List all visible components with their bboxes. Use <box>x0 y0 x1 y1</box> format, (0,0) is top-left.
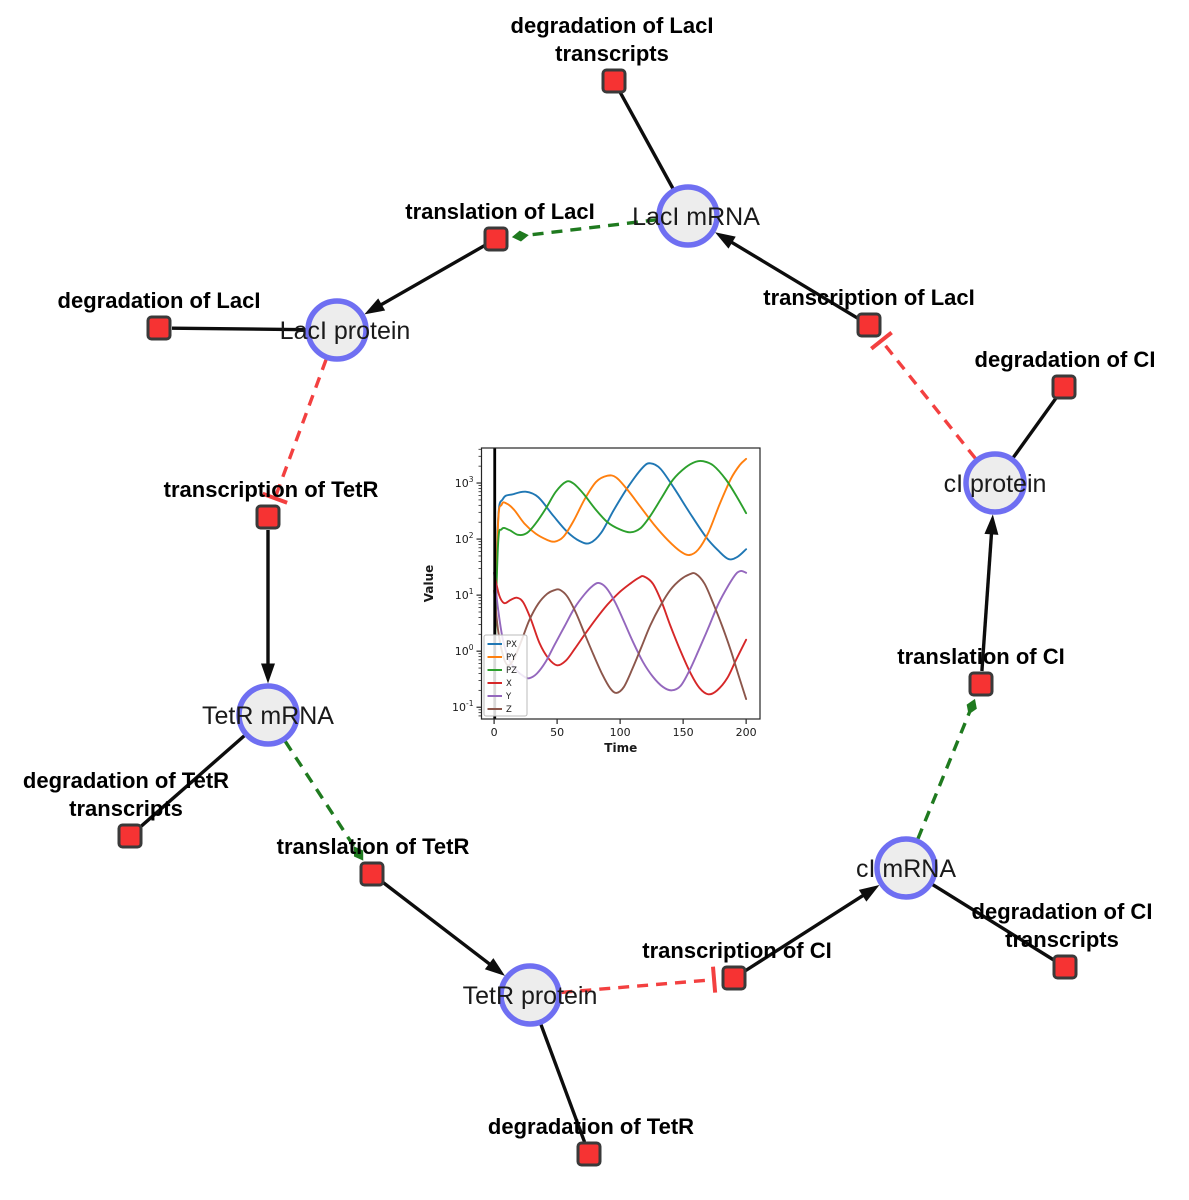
legend-label: PX <box>506 640 517 650</box>
legend-label: Z <box>506 705 512 715</box>
edge-layer <box>138 91 1058 1143</box>
series-path-PY <box>493 457 748 682</box>
reaction-node-transcription_laci[interactable] <box>856 312 882 338</box>
reaction-node-deg_tetr_tx[interactable] <box>117 823 143 849</box>
edge-ci_mrna-translation_ci[interactable] <box>916 698 977 840</box>
series-path-Z <box>493 572 748 700</box>
reaction-node-deg_ci_tx[interactable] <box>1052 954 1078 980</box>
edge-tetr_mrna-deg_tetr_tx[interactable] <box>138 734 246 829</box>
reaction-label-deg_ci-line0: degradation of CI <box>975 347 1156 372</box>
reaction-label-transcription_laci-line0: transcription of LacI <box>763 285 974 310</box>
legend-label: X <box>506 679 512 689</box>
node-layer <box>117 68 1078 1167</box>
reaction-label-deg_laci-line0: degradation of LacI <box>58 288 261 313</box>
series-path-PX <box>493 462 748 682</box>
edge-translation_ci-ci_protein[interactable] <box>980 514 999 672</box>
edge-ci_protein-transcription_laci[interactable] <box>870 330 977 460</box>
species-node-ci_mrna[interactable] <box>874 836 938 900</box>
reaction-label-deg_tetr-line0: degradation of TetR <box>488 1114 694 1139</box>
x-tick-label: 100 <box>610 726 631 739</box>
species-node-tetr_protein[interactable] <box>498 963 562 1027</box>
edge-transcription_tetr-tetr_mrna[interactable] <box>261 530 275 684</box>
reaction-label-deg_ci_tx-line0: degradation of CI <box>972 899 1153 924</box>
edge-transcription_laci-laci_mrna[interactable] <box>714 232 859 320</box>
legend-entry-PX: PX <box>487 640 517 650</box>
legend-entry-Z: Z <box>487 705 512 715</box>
y-tick-label: 101 <box>455 587 474 602</box>
edge-transcription_ci-ci_mrna[interactable] <box>744 884 880 973</box>
chart-ylabel: Value <box>422 565 436 603</box>
plot-area <box>481 448 760 719</box>
reaction-label-deg_laci_tx-line0: degradation of LacI <box>511 13 714 38</box>
species-label-ci_mrna: cI mRNA <box>856 855 956 883</box>
reaction-label-translation_ci-line0: translation of CI <box>897 644 1064 669</box>
x-tick-label: 0 <box>491 726 498 739</box>
reaction-label-translation_tetr-line0: translation of TetR <box>277 834 470 859</box>
species-node-ci_protein[interactable] <box>963 451 1027 515</box>
x-tick-label: 50 <box>550 726 564 739</box>
reaction-node-deg_laci_tx[interactable] <box>601 68 627 94</box>
reaction-node-deg_ci[interactable] <box>1051 374 1077 400</box>
reaction-node-deg_laci[interactable] <box>146 315 172 341</box>
species-label-ci_protein: cI protein <box>944 470 1047 498</box>
reaction-node-translation_tetr[interactable] <box>359 861 385 887</box>
reaction-node-transcription_tetr[interactable] <box>255 504 281 530</box>
edge-tetr_protein-deg_tetr[interactable] <box>539 1023 587 1143</box>
legend-entry-PY: PY <box>487 653 517 663</box>
x-tick-label: 200 <box>736 726 757 739</box>
edge-tetr_protein-transcription_ci[interactable] <box>561 966 718 995</box>
reaction-label-translation_laci-line0: translation of LacI <box>405 199 594 224</box>
y-tick-label: 10-1 <box>452 699 474 714</box>
edge-translation_tetr-tetr_protein[interactable] <box>381 880 505 976</box>
y-tick-label: 102 <box>455 531 474 546</box>
chart-xlabel: Time <box>604 741 637 755</box>
reaction-label-deg_tetr_tx-line1: transcripts <box>69 796 183 821</box>
legend-label: PY <box>506 653 517 663</box>
edge-laci_protein-deg_laci[interactable] <box>171 326 306 332</box>
reaction-label-transcription_ci-line0: transcription of CI <box>642 938 831 963</box>
reaction-node-translation_ci[interactable] <box>968 671 994 697</box>
reaction-label-transcription_tetr-line0: transcription of TetR <box>164 477 379 502</box>
x-tick-label: 150 <box>673 726 694 739</box>
legend-label: Y <box>505 692 512 702</box>
reaction-label-deg_tetr_tx-line0: degradation of TetR <box>23 768 229 793</box>
reaction-label-deg_laci_tx-line1: transcripts <box>555 41 669 66</box>
legend-entry-X: X <box>487 679 512 689</box>
legend-label: PZ <box>506 666 517 676</box>
species-label-tetr_mrna: TetR mRNA <box>202 702 334 730</box>
edge-laci_mrna-deg_laci_tx[interactable] <box>618 91 675 190</box>
y-tick-label: 100 <box>455 643 474 658</box>
species-label-laci_protein: LacI protein <box>280 317 411 345</box>
species-node-tetr_mrna[interactable] <box>236 683 300 747</box>
species-node-laci_protein[interactable] <box>305 298 369 362</box>
species-label-tetr_protein: TetR protein <box>463 982 598 1010</box>
legend-entry-Y: Y <box>487 692 512 702</box>
legend-entry-PZ: PZ <box>487 666 517 676</box>
reaction-node-transcription_ci[interactable] <box>721 965 747 991</box>
series-path-PZ <box>493 459 748 682</box>
species-node-laci_mrna[interactable] <box>656 184 720 248</box>
edge-translation_laci-laci_protein[interactable] <box>364 243 486 315</box>
chart-background <box>481 448 760 719</box>
edge-laci_protein-transcription_tetr[interactable] <box>262 358 328 505</box>
edge-tetr_mrna-translation_tetr[interactable] <box>283 740 364 861</box>
edge-ci_mrna-deg_ci_tx[interactable] <box>931 883 1055 962</box>
chart-frame <box>480 447 761 720</box>
label-layer: LacI mRNA LacI protein cI protein TetR mRNA… <box>23 13 1156 1139</box>
species-label-laci_mrna: LacI mRNA <box>632 203 760 231</box>
edge-laci_mrna-translation_laci[interactable] <box>511 218 657 242</box>
y-tick-label: 103 <box>455 475 474 490</box>
chart-legend: PX PY PZ XYZ <box>483 634 528 717</box>
reaction-node-translation_laci[interactable] <box>483 226 509 252</box>
edge-ci_protein-deg_ci[interactable] <box>1012 396 1058 459</box>
chart-axes-layer: 0 50 100 150 200 10-1 100 101 102 103 <box>452 447 761 739</box>
reaction-node-deg_tetr[interactable] <box>576 1141 602 1167</box>
reaction-label-deg_ci_tx-line1: transcripts <box>1005 927 1119 952</box>
